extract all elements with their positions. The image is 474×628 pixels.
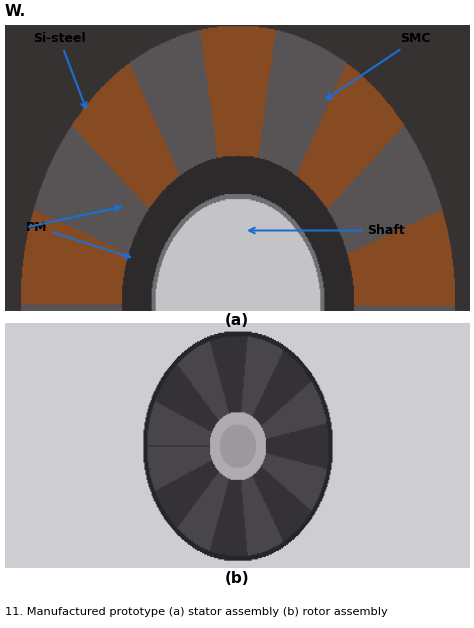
Text: 11. Manufactured prototype (a) stator assembly (b) rotor assembly: 11. Manufactured prototype (a) stator as… <box>5 607 387 617</box>
Text: (b): (b) <box>225 571 249 587</box>
Text: Shaft: Shaft <box>249 224 405 237</box>
Text: SMC: SMC <box>327 33 431 99</box>
Text: PM: PM <box>26 221 130 258</box>
Text: Si-steel: Si-steel <box>33 33 86 108</box>
Text: W.: W. <box>5 4 26 19</box>
Text: (a): (a) <box>225 313 249 328</box>
